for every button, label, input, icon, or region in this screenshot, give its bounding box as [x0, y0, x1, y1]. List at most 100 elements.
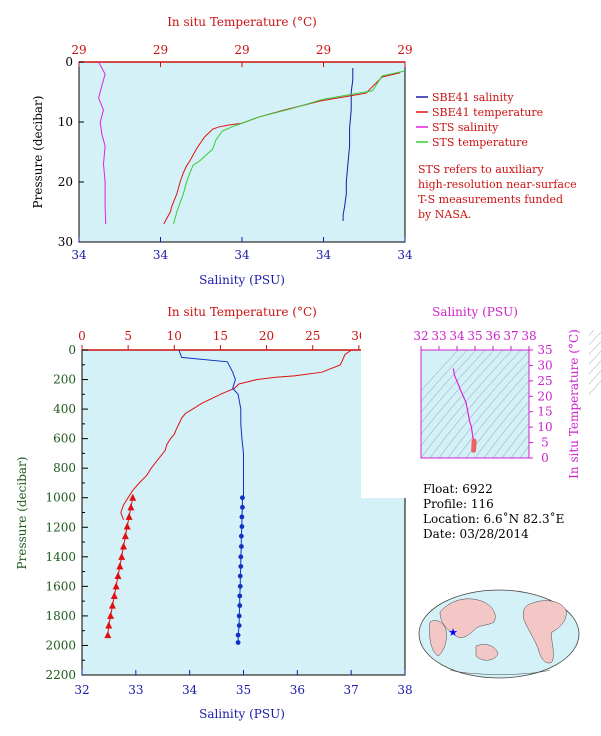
ts-temp-tick-label: 5 — [541, 436, 549, 450]
main-panel: In situ Temperature (°C) 05101520253035 … — [15, 305, 413, 721]
top-temp-tick-label: 29 — [71, 43, 86, 57]
main-plot-area — [81, 349, 406, 676]
top-pressure-ticks: 0 10 20 30 — [58, 55, 84, 249]
top-salinity-axis-label: Salinity (PSU) — [199, 273, 285, 287]
float-location-marker: ★ — [448, 626, 458, 639]
salinity-marker — [237, 583, 243, 589]
ts-temp-axis-label: In situ Temperature (°C) — [567, 329, 581, 479]
salinity-marker — [238, 554, 244, 560]
ts-mask-top — [361, 290, 561, 350]
float-info: Float: 6922 Profile: 116 Location: 6.6˚N… — [423, 482, 564, 541]
salinity-marker — [240, 504, 245, 510]
ts-sal-tick-label: 33 — [431, 329, 446, 343]
temperature-marker — [118, 552, 126, 560]
main-temp-tick-label: 25 — [305, 329, 320, 343]
ts-sal-tick-label: 36 — [485, 329, 500, 343]
top-pressure-tick-label: 10 — [58, 115, 73, 129]
top-sal-tick-label: 34 — [316, 248, 332, 262]
salinity-marker — [235, 632, 241, 638]
salinity-marker — [237, 573, 243, 579]
salinity-marker — [239, 514, 245, 520]
top-sal-tick-label: 34 — [234, 248, 250, 262]
main-salinity-deep-line — [237, 497, 243, 643]
main-temperature-line — [120, 349, 352, 521]
main-pressure-tick-label: 1600 — [45, 579, 76, 593]
map-americas — [523, 600, 567, 664]
top-series-line — [173, 70, 406, 225]
map-africa — [429, 620, 447, 657]
temperature-marker — [116, 562, 124, 570]
map-australia — [475, 644, 499, 661]
main-temp-tick-label: 15 — [213, 329, 228, 343]
temperature-marker — [110, 591, 118, 599]
salinity-marker — [237, 593, 243, 599]
temperature-marker — [104, 631, 112, 639]
legend-label-sbe41-salinity: SBE41 salinity — [432, 91, 514, 104]
legend-label-sbe41-temperature: SBE41 temperature — [432, 106, 543, 119]
top-legend: SBE41 salinity SBE41 temperature STS sal… — [416, 91, 577, 221]
main-sal-tick-label: 36 — [290, 683, 305, 697]
legend-label-sts-salinity: STS salinity — [432, 121, 499, 134]
top-pressure-tick-label: 20 — [58, 175, 73, 189]
main-pressure-ticks: 0 200 400 600 800 1000 1200 1400 1600 1800 2000 220… — [45, 343, 88, 682]
top-series-group — [98, 61, 406, 225]
main-pressure-tick-label: 200 — [53, 373, 76, 387]
ts-temp-tick-label: 10 — [537, 420, 552, 434]
legend-label-sts-temperature: STS temperature — [432, 136, 528, 149]
temperature-marker — [112, 582, 120, 590]
top-temp-tick-label: 29 — [153, 43, 168, 57]
salinity-marker — [237, 603, 243, 608]
temperature-marker — [129, 493, 137, 501]
temperature-marker — [107, 611, 115, 619]
top-sal-tick-label: 34 — [153, 248, 169, 262]
float-location: Location: 6.6˚N 82.3˚E — [423, 511, 564, 526]
sts-note-line-1: STS refers to auxiliary — [418, 163, 544, 176]
salinity-marker — [236, 623, 242, 628]
map-asia — [439, 598, 496, 638]
sts-note-line-3: T-S measurements funded — [418, 193, 563, 206]
main-pressure-tick-label: 1200 — [45, 520, 76, 534]
ts-salinity-ticks: 32 33 34 35 36 37 38 — [413, 329, 537, 350]
salinity-marker — [238, 564, 244, 569]
main-pressure-tick-label: 0 — [68, 343, 76, 357]
main-temp-tick-label: 5 — [124, 329, 132, 343]
main-pressure-tick-label: 1000 — [45, 491, 76, 505]
salinity-marker — [239, 524, 245, 529]
main-temp-tick-label: 0 — [78, 329, 86, 343]
ts-sal-tick-label: 38 — [521, 329, 536, 343]
temperature-marker — [114, 572, 122, 580]
top-panel: In situ Temperature (°C) 29 29 29 29 29 34 34… — [31, 15, 413, 287]
salinity-marker — [236, 613, 242, 619]
main-sal-tick-label: 34 — [182, 683, 198, 697]
top-sal-tick-label: 34 — [397, 248, 413, 262]
top-temp-tick-label: 29 — [234, 43, 249, 57]
main-pressure-tick-label: 800 — [53, 461, 76, 475]
main-sal-ticks: 32 33 34 35 36 37 38 — [74, 670, 413, 697]
main-temp-tick-label: 20 — [259, 329, 274, 343]
top-pressure-axis-label: Pressure (decibar) — [31, 96, 45, 209]
main-series-group — [104, 349, 352, 645]
ts-sal-tick-label: 34 — [449, 329, 465, 343]
ts-temp-tick-label: 25 — [537, 374, 552, 388]
main-pressure-axis-label: Pressure (decibar) — [15, 457, 29, 570]
temperature-marker — [105, 621, 113, 629]
top-series-line — [342, 68, 354, 221]
temperature-marker — [127, 503, 135, 511]
main-temp-axis-label: In situ Temperature (°C) — [167, 305, 317, 319]
temperature-marker — [108, 601, 116, 609]
profile-date: Date: 03/28/2014 — [423, 527, 529, 541]
salinity-marker — [240, 495, 245, 501]
top-pressure-tick-label: 30 — [58, 235, 73, 249]
top-sal-tick-label: 34 — [71, 248, 87, 262]
top-pressure-tick-label: 0 — [65, 55, 73, 69]
ts-temp-tick-label: 0 — [541, 451, 549, 465]
top-temp-axis-label: In situ Temperature (°C) — [167, 15, 317, 29]
top-temp-tick-label: 29 — [397, 43, 412, 57]
top-temp-tick-label: 29 — [316, 43, 331, 57]
ts-deep-point — [471, 447, 477, 453]
main-sal-tick-label: 33 — [128, 683, 143, 697]
main-salinity-axis-label: Salinity (PSU) — [199, 707, 285, 721]
ts-sal-tick-label: 35 — [467, 329, 482, 343]
world-map: ★ — [418, 589, 580, 679]
